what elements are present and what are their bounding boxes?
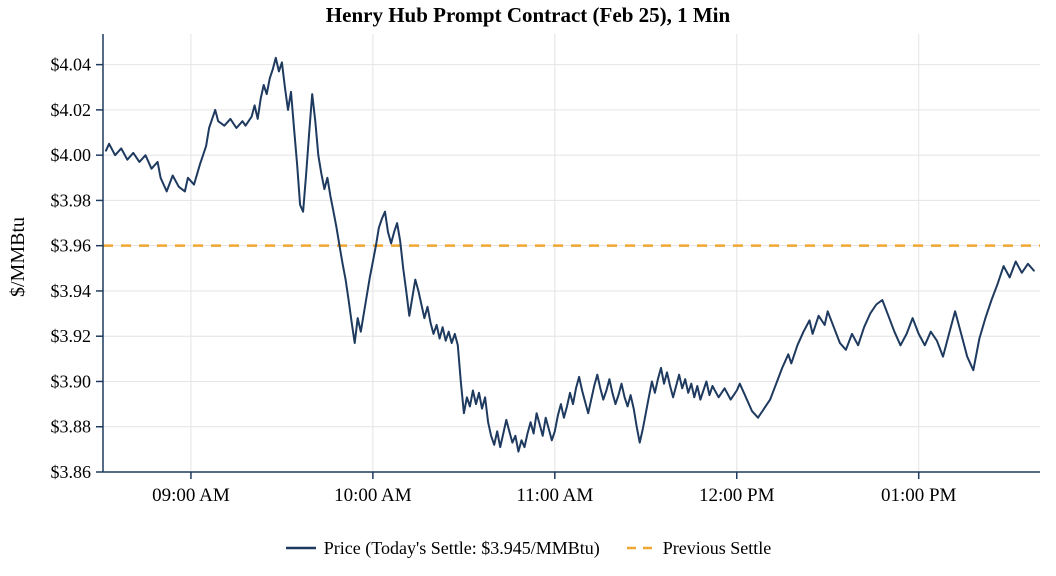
y-tick-label: $4.02 (51, 100, 92, 120)
legend-item-previous-settle: Previous Settle (626, 537, 772, 559)
previous-settle-swatch-icon (626, 546, 655, 550)
y-tick-label: $3.88 (51, 417, 92, 437)
x-tick-label: 01:00 PM (881, 485, 957, 506)
y-tick-label: $4.04 (51, 55, 92, 75)
chart-plot-area: $3.86 $3.88 $3.90 $3.92 $3.94 $3.96 $3.98 $4.00… (51, 34, 1040, 506)
x-tick-label: 11:00 AM (516, 485, 593, 506)
legend: Price (Today's Settle: $3.945/MMBtu) Pre… (0, 532, 1056, 564)
y-tick-label: $3.96 (51, 236, 92, 256)
price-line-swatch-icon (285, 546, 316, 550)
chart-title: Henry Hub Prompt Contract (Feb 25), 1 Mi… (325, 3, 731, 27)
y-tick-label: $3.94 (51, 281, 92, 301)
legend-settle-label: Previous Settle (662, 537, 772, 558)
price-line (105, 56, 1035, 453)
legend-price-label: Price (Today's Settle: $3.945/MMBtu) (323, 537, 600, 558)
y-tick-label: $3.90 (51, 371, 92, 391)
x-tick-label: 12:00 PM (699, 485, 775, 506)
y-tick-label: $4.00 (51, 145, 92, 165)
y-axis-title: $/MMBtu (7, 216, 29, 298)
y-tick-label: $3.86 (51, 462, 92, 482)
y-tick-label: $3.98 (51, 190, 92, 210)
y-tick-label: $3.92 (51, 326, 92, 346)
legend-item-price: Price (Today's Settle: $3.945/MMBtu) (285, 538, 600, 559)
x-tick-label: 09:00 AM (152, 485, 230, 506)
x-tick-label: 10:00 AM (334, 485, 412, 506)
